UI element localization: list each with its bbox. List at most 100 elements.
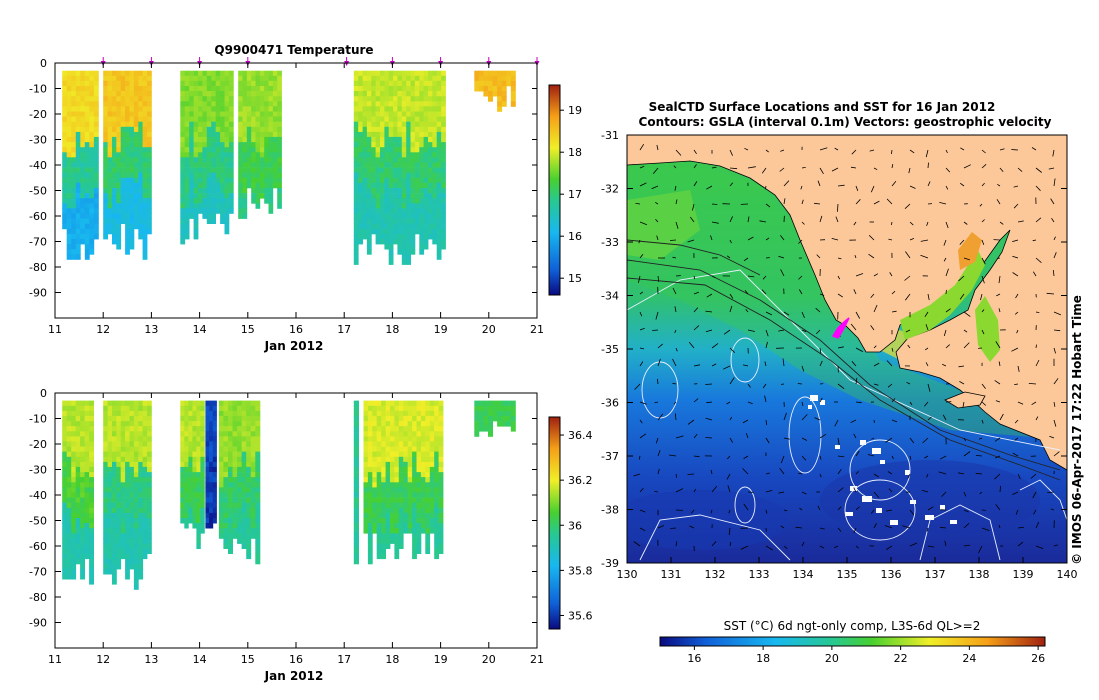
section-cell <box>237 456 243 463</box>
section-cell <box>84 126 90 133</box>
section-cell <box>232 502 238 509</box>
section-cell <box>129 126 135 133</box>
section-cell <box>228 187 234 194</box>
section-cell <box>250 461 256 468</box>
section-cell <box>255 477 261 483</box>
section-cell <box>84 121 90 128</box>
section-cell <box>89 410 94 417</box>
section-cell <box>62 177 68 184</box>
section-cell <box>375 142 381 148</box>
section-cell <box>416 533 422 539</box>
y-tick-label: -70 <box>29 566 47 579</box>
section-cell <box>120 182 126 189</box>
section-cell <box>125 116 130 122</box>
section-cell <box>432 91 438 97</box>
section-cell <box>385 512 391 519</box>
section-cell <box>425 523 431 529</box>
section-cell <box>242 187 248 194</box>
section-cell <box>358 157 363 163</box>
section-cell <box>268 172 274 179</box>
section-cell <box>403 415 408 422</box>
section-cell <box>385 410 391 417</box>
section-cell <box>403 451 408 458</box>
section-cell <box>84 152 90 158</box>
sst-colorbar <box>659 636 1046 647</box>
section-cell <box>107 147 113 153</box>
section-cell <box>429 436 435 442</box>
section-cell <box>414 121 420 128</box>
section-cell <box>192 415 197 422</box>
section-cell <box>223 446 229 453</box>
section-cell <box>66 249 72 255</box>
velocity-vector <box>1011 149 1019 151</box>
section-cell <box>202 142 208 148</box>
section-cell <box>412 502 417 509</box>
section-cell <box>202 80 208 87</box>
section-cell <box>353 70 359 77</box>
section-cell <box>133 410 139 417</box>
section-cell <box>428 106 433 112</box>
section-cell <box>224 182 230 189</box>
velocity-vector <box>995 504 1001 511</box>
section-cell <box>103 426 108 432</box>
section-cell <box>385 466 391 473</box>
section-cell <box>250 533 256 539</box>
section-cell <box>246 446 252 453</box>
section-cell <box>434 523 439 529</box>
section-cell <box>381 492 386 498</box>
section-cell <box>237 472 243 478</box>
section-cell <box>420 441 426 447</box>
velocity-vector <box>981 149 986 154</box>
section-cell <box>184 461 189 468</box>
section-cell <box>251 131 256 138</box>
section-cell <box>264 152 269 158</box>
section-cell <box>380 96 385 102</box>
section-cell <box>147 502 152 509</box>
section-cell <box>441 96 446 102</box>
section-cell <box>362 80 368 87</box>
section-cell <box>220 193 225 199</box>
section-cell <box>492 410 498 417</box>
section-cell <box>103 558 108 565</box>
section-cell <box>363 436 369 442</box>
section-cell <box>412 523 417 529</box>
section-cell <box>107 518 113 524</box>
colorbar-tick-label: 36.4 <box>568 429 593 442</box>
section-cell <box>129 101 135 107</box>
section-cell <box>129 233 135 240</box>
section-cell <box>372 523 378 529</box>
section-cell <box>250 523 256 529</box>
section-cell <box>200 415 205 422</box>
section-cell <box>393 86 398 92</box>
section-cell <box>89 400 94 407</box>
velocity-vector <box>999 485 1001 493</box>
section-cell <box>71 441 77 447</box>
section-cell <box>441 182 446 189</box>
map-y-tick-label: -37 <box>601 450 619 463</box>
section-cell <box>388 228 394 235</box>
section-cell <box>125 213 130 219</box>
section-cell <box>414 147 420 153</box>
section-cell <box>93 172 99 179</box>
velocity-vector <box>921 489 929 493</box>
section-cell <box>376 507 382 514</box>
section-cell <box>184 208 190 214</box>
section-cell <box>423 131 429 138</box>
section-cell <box>80 456 85 463</box>
section-cell <box>133 523 139 529</box>
section-cell <box>363 446 369 453</box>
section-cell <box>147 426 152 432</box>
section-cell <box>138 553 144 560</box>
section-cell <box>215 91 221 97</box>
velocity-vector <box>958 275 965 282</box>
section-cell <box>362 86 368 92</box>
y-tick-label: -80 <box>29 261 47 274</box>
velocity-vector <box>925 324 929 331</box>
section-cell <box>103 136 108 143</box>
section-cell <box>198 75 203 82</box>
velocity-vector <box>998 361 1001 367</box>
section-cell <box>205 502 210 509</box>
map-x-tick-label: 130 <box>617 568 638 581</box>
section-cell <box>380 177 385 184</box>
section-cell <box>80 436 85 442</box>
